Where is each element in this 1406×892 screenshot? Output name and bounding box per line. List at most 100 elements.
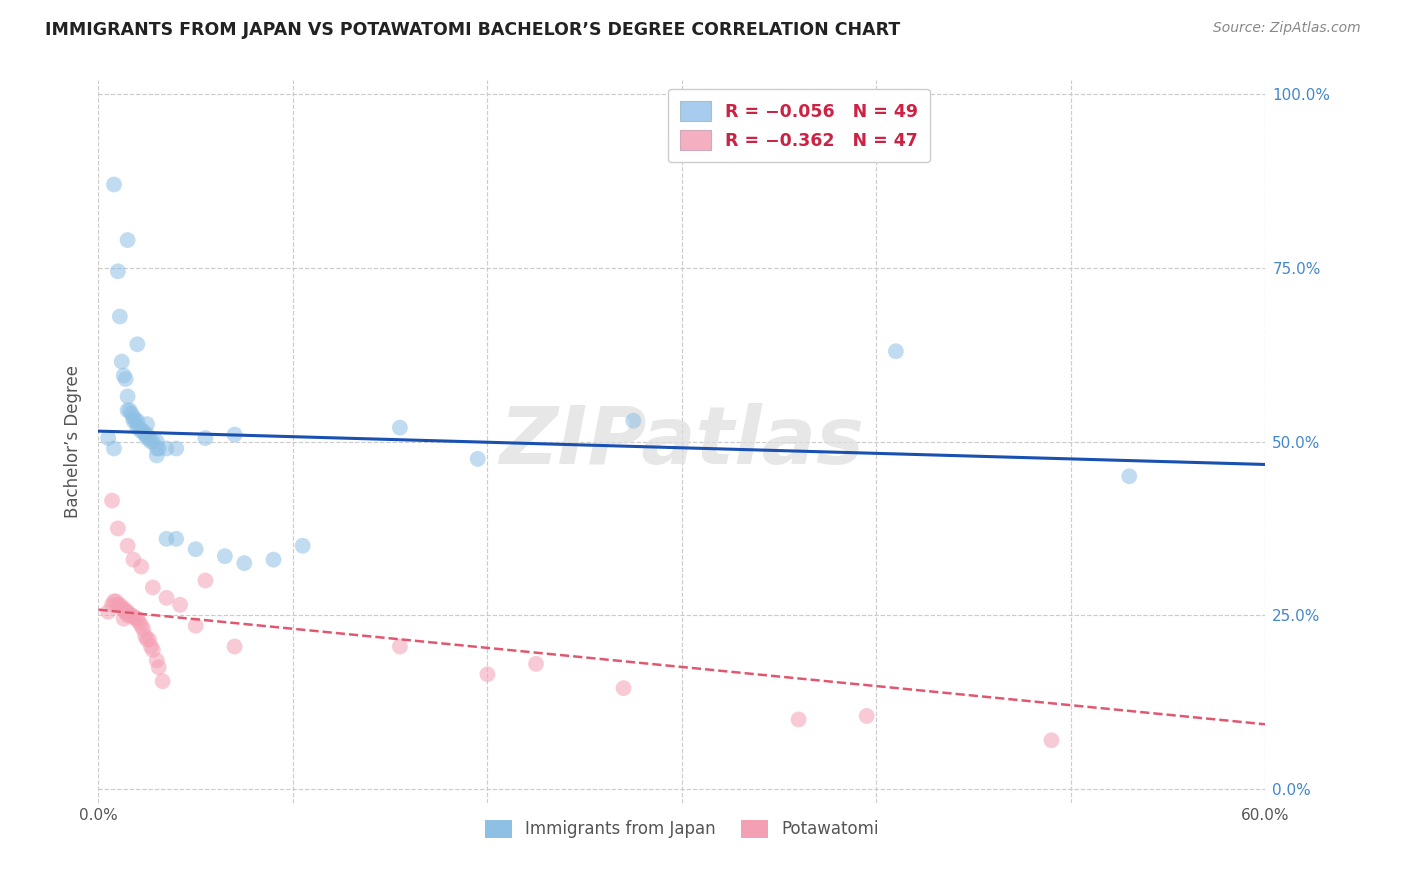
Point (101, 493, 124, 508)
Point (121, 608, 143, 623)
Point (136, 632, 159, 647)
Point (165, 532, 187, 546)
Point (132, 424, 155, 438)
Point (114, 605, 136, 619)
Point (112, 368, 135, 383)
Point (136, 431, 159, 445)
Point (111, 601, 134, 615)
Point (104, 594, 127, 608)
Point (477, 667, 499, 681)
Point (262, 552, 284, 566)
Point (388, 640, 411, 654)
Y-axis label: Bachelor’s Degree: Bachelor’s Degree (65, 365, 83, 518)
Point (224, 640, 246, 654)
Point (1118, 469, 1140, 483)
Point (1040, 733, 1063, 747)
Point (127, 337, 149, 351)
Point (129, 618, 152, 632)
Point (112, 601, 135, 615)
Point (114, 372, 136, 386)
Point (467, 451, 489, 466)
Point (122, 552, 145, 566)
Point (117, 605, 139, 619)
Point (103, 442, 125, 456)
Point (122, 414, 145, 428)
Point (103, 178, 125, 192)
Point (142, 581, 165, 595)
Point (224, 427, 246, 442)
Point (122, 410, 145, 425)
Point (108, 598, 131, 612)
Point (101, 598, 124, 612)
Point (117, 233, 139, 247)
Point (111, 354, 134, 368)
Point (128, 615, 150, 630)
Point (884, 344, 907, 359)
Point (146, 653, 169, 667)
Point (146, 449, 169, 463)
Point (117, 403, 139, 417)
Point (855, 709, 877, 723)
Point (124, 612, 146, 626)
Point (184, 618, 207, 632)
Point (134, 629, 156, 643)
Point (138, 431, 160, 445)
Point (97, 605, 120, 619)
Point (97, 431, 120, 445)
Point (139, 434, 162, 449)
Point (214, 549, 236, 564)
Point (127, 612, 149, 626)
Point (132, 622, 155, 636)
Point (127, 420, 149, 434)
Point (118, 403, 141, 417)
Point (139, 640, 162, 654)
Point (136, 417, 159, 432)
Point (184, 542, 207, 557)
Point (114, 605, 136, 619)
Point (787, 713, 810, 727)
Point (128, 420, 150, 434)
Point (142, 434, 165, 449)
Point (107, 598, 129, 612)
Legend: Immigrants from Japan, Potawatomi: Immigrants from Japan, Potawatomi (478, 813, 886, 845)
Point (107, 521, 129, 535)
Point (122, 609, 145, 624)
Point (146, 434, 169, 449)
Point (103, 594, 125, 608)
Point (152, 674, 174, 689)
Point (169, 598, 191, 612)
Point (136, 427, 159, 442)
Point (524, 657, 547, 671)
Point (107, 264, 129, 278)
Point (142, 643, 165, 657)
Point (124, 414, 146, 428)
Point (129, 559, 152, 574)
Point (117, 389, 139, 403)
Point (138, 632, 160, 647)
Text: ZIPatlas: ZIPatlas (499, 402, 865, 481)
Point (148, 660, 170, 674)
Text: IMMIGRANTS FROM JAPAN VS POTAWATOMI BACHELOR’S DEGREE CORRELATION CHART: IMMIGRANTS FROM JAPAN VS POTAWATOMI BACH… (45, 21, 900, 39)
Point (194, 431, 217, 445)
Point (233, 556, 256, 570)
Point (148, 442, 170, 456)
Point (117, 608, 139, 623)
Point (613, 681, 636, 695)
Point (291, 539, 314, 553)
Point (134, 427, 156, 442)
Point (118, 608, 141, 623)
Text: Source: ZipAtlas.com: Source: ZipAtlas.com (1213, 21, 1361, 36)
Point (155, 591, 177, 605)
Point (112, 612, 135, 626)
Point (117, 539, 139, 553)
Point (155, 442, 177, 456)
Point (129, 424, 152, 438)
Point (155, 532, 177, 546)
Point (194, 574, 217, 588)
Point (108, 310, 131, 324)
Point (121, 407, 143, 421)
Point (127, 414, 149, 428)
Point (165, 442, 187, 456)
Point (388, 420, 411, 434)
Point (146, 442, 169, 456)
